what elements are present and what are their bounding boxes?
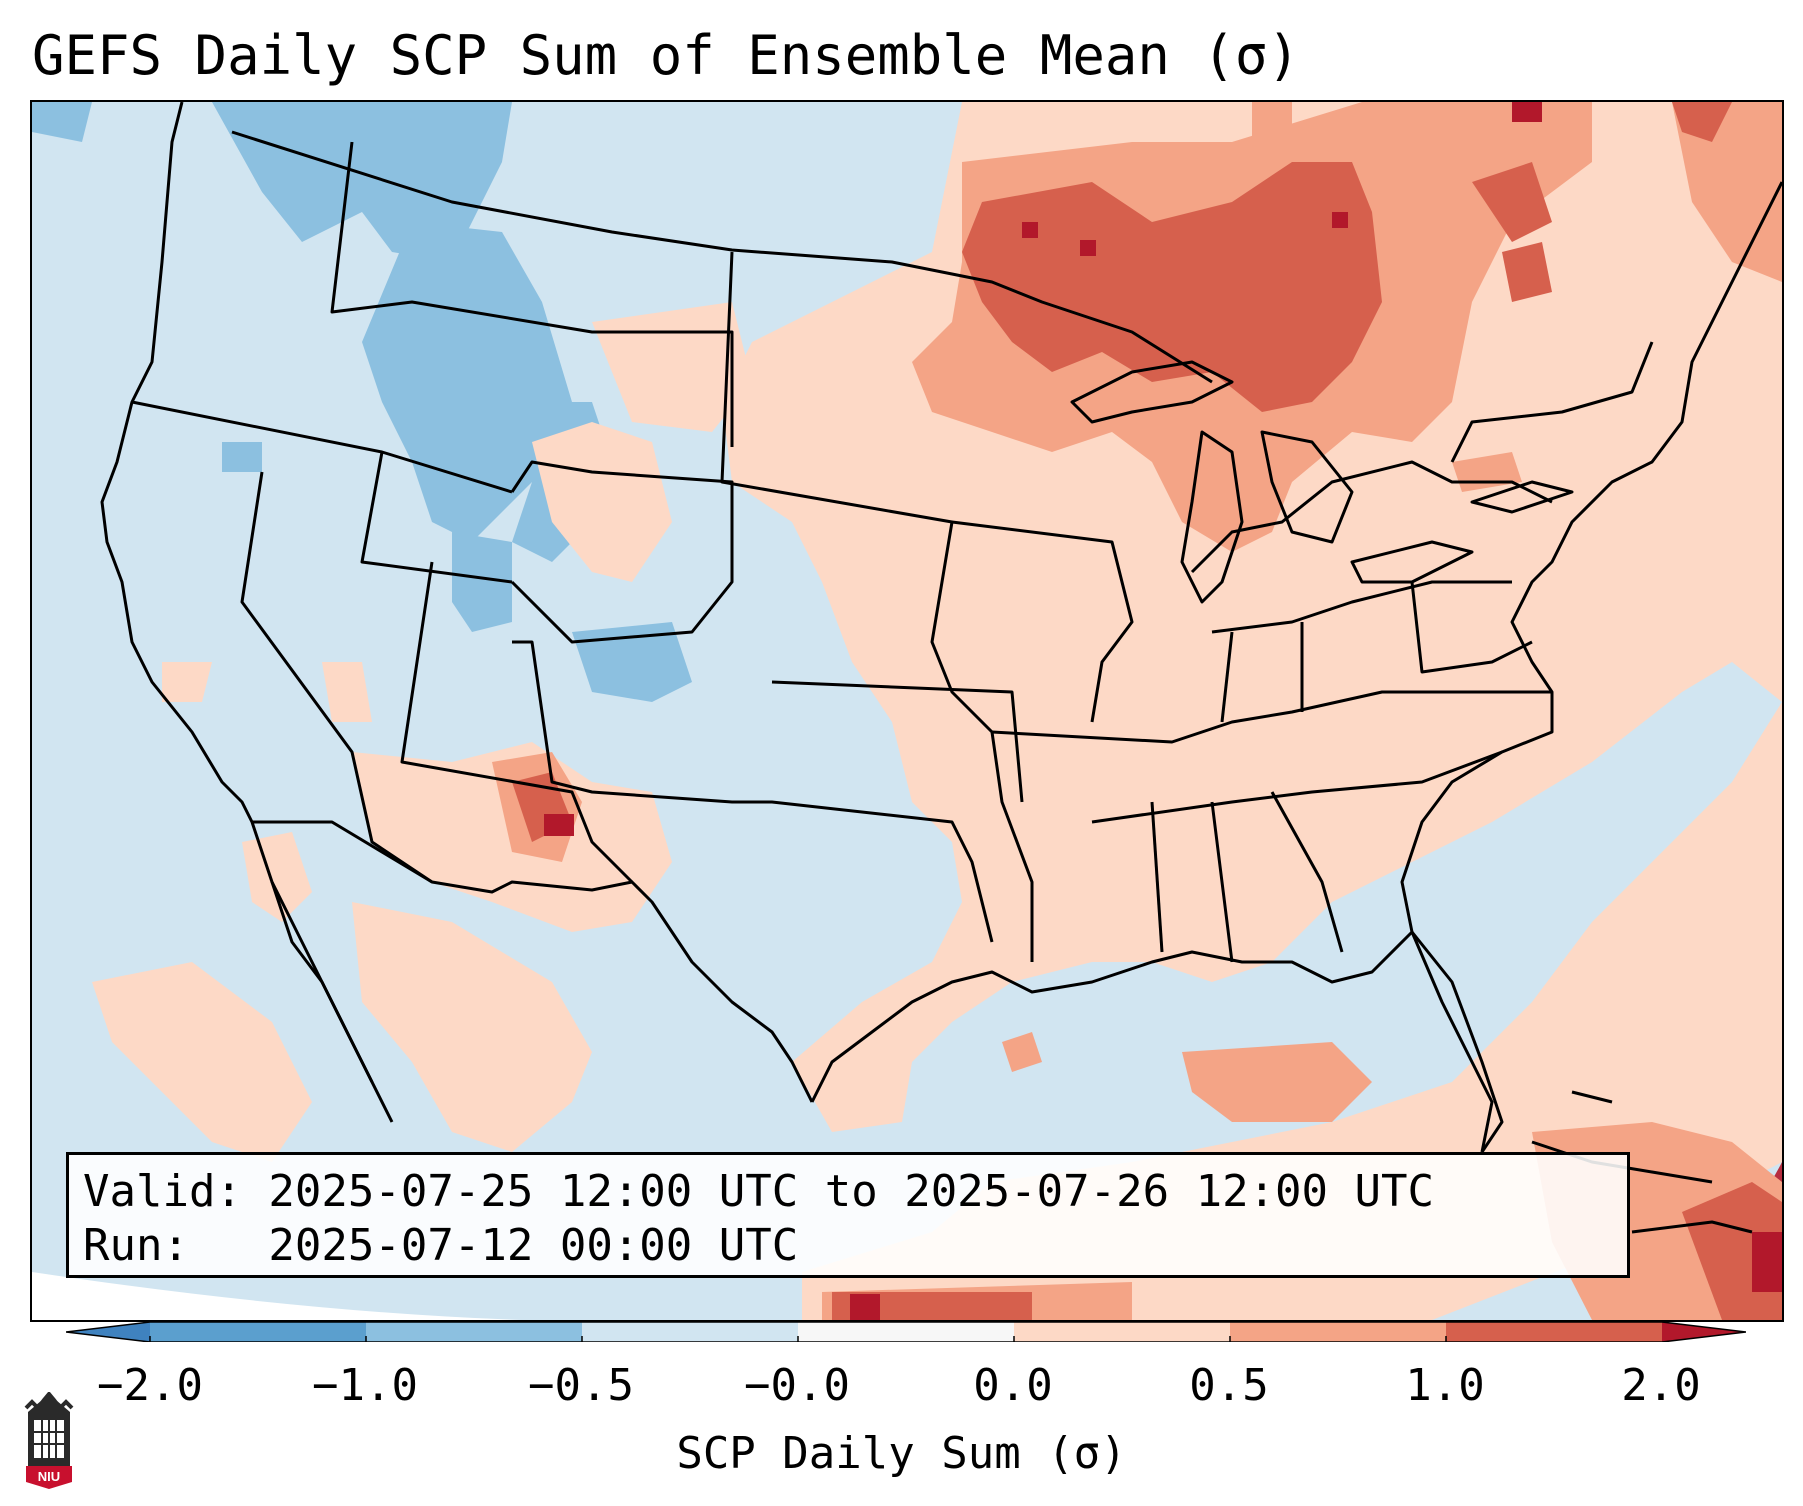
colorbar: [66, 1322, 1746, 1342]
svg-text:NIU: NIU: [38, 1469, 60, 1484]
colorbar-tick: 0.5: [1189, 1360, 1269, 1411]
colorbar-bin: [1230, 1322, 1447, 1342]
colorbar-bin: [1662, 1322, 1746, 1342]
colorbar-bin: [798, 1322, 1015, 1342]
colorbar-tick: −2.0: [97, 1360, 203, 1411]
colorbar-bin: [1446, 1322, 1663, 1342]
positive-anomaly-strong: [512, 102, 1782, 1320]
colorbar-bin: [66, 1322, 150, 1342]
colorbar-tick: −1.0: [312, 1360, 418, 1411]
valid-time-line: Valid: 2025-07-25 12:00 UTC to 2025-07-2…: [83, 1166, 1435, 1217]
map-panel: [30, 100, 1784, 1322]
outside-domain-region: [32, 1272, 732, 1320]
colorbar-tick: −0.0: [744, 1360, 850, 1411]
political-borders: [100, 102, 1782, 1234]
colorbar-tick: 2.0: [1621, 1360, 1701, 1411]
map-title: GEFS Daily SCP Sum of Ensemble Mean (σ): [32, 24, 1300, 87]
scp-map: [32, 102, 1782, 1320]
niu-logo-icon: NIU: [24, 1392, 74, 1489]
colorbar-label: SCP Daily Sum (σ): [676, 1428, 1127, 1479]
colorbar-bin: [1014, 1322, 1231, 1342]
validity-info-box: Valid: 2025-07-25 12:00 UTC to 2025-07-2…: [66, 1152, 1630, 1278]
colorbar-tick: 0.0: [973, 1360, 1053, 1411]
colorbar-ticks: −2.0 −1.0 −0.5 −0.0 0.0 0.5 1.0 2.0: [0, 1360, 1803, 1420]
run-time-line: Run: 2025-07-12 00:00 UTC: [83, 1220, 799, 1271]
colorbar-tick: 1.0: [1405, 1360, 1485, 1411]
colorbar-bin: [150, 1322, 367, 1342]
positive-anomaly-extreme: [544, 102, 1782, 1320]
colorbar-bin: [366, 1322, 583, 1342]
colorbar-bin: [582, 1322, 799, 1342]
colorbar-tick: −0.5: [528, 1360, 634, 1411]
